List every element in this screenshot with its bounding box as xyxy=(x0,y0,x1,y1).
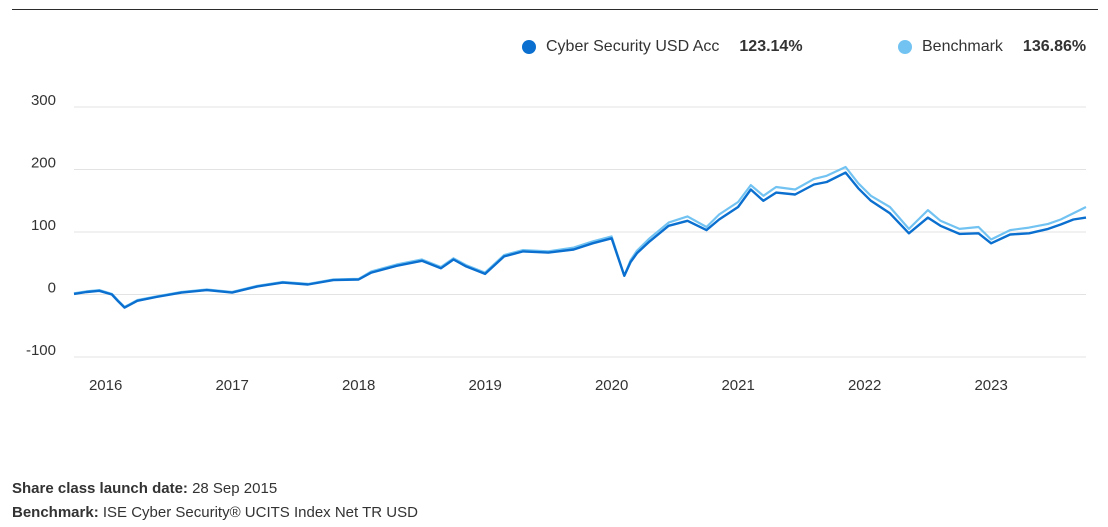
x-tick-label: 2021 xyxy=(721,377,754,394)
benchmark-color-dot-icon xyxy=(898,40,912,54)
legend-fund-name: Cyber Security USD Acc xyxy=(546,38,720,55)
legend-item-benchmark[interactable]: Benchmark 136.86% xyxy=(898,38,1086,56)
top-divider xyxy=(12,9,1098,10)
x-axis-ticks: 2016 2017 2018 2019 2020 2021 2022 2023 xyxy=(89,377,1008,394)
launch-date-value: 28 Sep 2015 xyxy=(192,480,278,497)
x-tick-label: 2022 xyxy=(848,377,881,394)
x-tick-label: 2016 xyxy=(89,377,122,394)
legend-fund-value: 123.14% xyxy=(739,38,803,55)
series-line-benchmark xyxy=(73,165,1087,309)
y-tick-label: 200 xyxy=(31,155,56,172)
legend-benchmark-value: 136.86% xyxy=(1022,38,1087,55)
legend-item-fund[interactable]: Cyber Security USD Acc 123.14% xyxy=(522,38,803,56)
gridlines xyxy=(74,106,1086,358)
benchmark-line: Benchmark: ISE Cyber Security® UCITS Ind… xyxy=(12,504,418,521)
x-tick-label: 2019 xyxy=(468,377,501,394)
legend-benchmark-name: Benchmark xyxy=(922,38,1003,55)
x-tick-label: 2020 xyxy=(595,377,628,394)
fund-color-dot-icon xyxy=(522,40,536,54)
series-line-fund xyxy=(73,171,1087,309)
y-tick-label: 100 xyxy=(31,217,56,234)
x-tick-label: 2018 xyxy=(342,377,375,394)
y-tick-label: 0 xyxy=(48,280,56,297)
launch-date-line: Share class launch date: 28 Sep 2015 xyxy=(12,480,277,497)
y-tick-label: -100 xyxy=(26,342,56,359)
x-tick-label: 2017 xyxy=(215,377,248,394)
chart-legend: Cyber Security USD Acc 123.14% Benchmark… xyxy=(0,38,1108,62)
series-lines xyxy=(73,165,1087,309)
y-tick-label: 300 xyxy=(31,92,56,109)
y-axis-ticks: 300 200 100 0 -100 xyxy=(26,92,56,359)
launch-date-label: Share class launch date: xyxy=(12,480,188,497)
benchmark-value: ISE Cyber Security® UCITS Index Net TR U… xyxy=(102,504,418,521)
benchmark-label: Benchmark: xyxy=(12,504,99,521)
x-tick-label: 2023 xyxy=(974,377,1007,394)
